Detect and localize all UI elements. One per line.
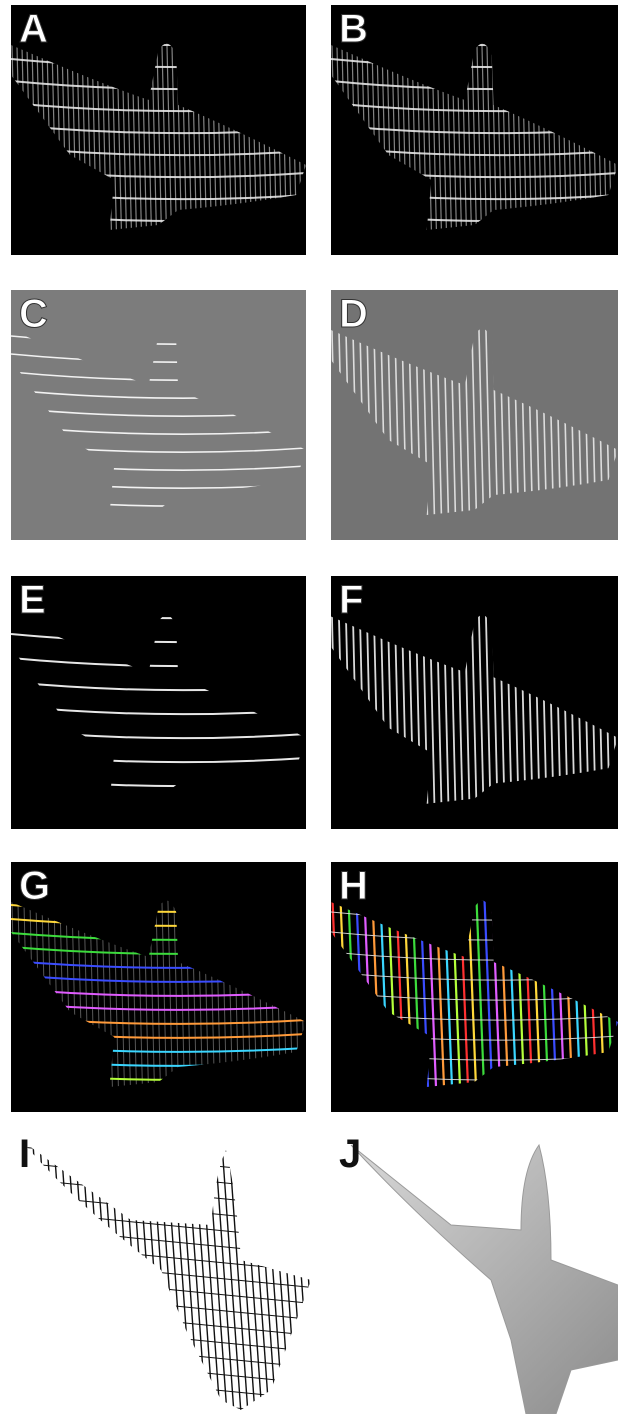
panel-label-e: E: [19, 578, 47, 622]
panel-d-graphic: [331, 328, 618, 515]
panel-a-graphic: [11, 43, 306, 230]
panel-label-b: B: [339, 7, 369, 51]
panel-f-vertical-lines: F: [331, 576, 618, 829]
panel-label-g: G: [18, 864, 51, 908]
panel-j-graphic: [350, 1143, 618, 1414]
vertical-fringes: [331, 43, 618, 230]
panel-a-fringe-image: A: [11, 5, 306, 255]
panel-g-graphic: [11, 900, 306, 1087]
panel-d-vertical-filtered: D: [331, 290, 618, 540]
colored-horizontal-lines: [11, 904, 306, 1087]
panel-c-graphic: [11, 335, 306, 507]
panel-label-i: I: [19, 1132, 31, 1176]
panel-label-f: F: [338, 578, 364, 622]
horizontal-fringes: [11, 335, 306, 507]
surface-shape: [350, 1143, 618, 1414]
panel-e-horizontal-lines: E: [11, 576, 306, 829]
panel-i-graphic: [21, 1140, 311, 1410]
panel-label-d: D: [339, 292, 369, 336]
panel-i-wireframe: I: [11, 1130, 318, 1414]
panel-g-colored-horizontal: G: [11, 862, 306, 1112]
panel-h-colored-vertical: H: [331, 862, 618, 1112]
vertical-fringes: [11, 900, 306, 1087]
panel-h-graphic: [331, 900, 618, 1087]
panel-c-horizontal-filtered: C: [11, 290, 306, 540]
vertical-fringes: [11, 43, 306, 230]
panel-b-graphic: [331, 43, 618, 230]
panel-b-fringe-image: B: [331, 5, 618, 255]
wireframe-mesh: [21, 1140, 311, 1410]
panel-e-graphic: [11, 615, 306, 804]
panel-label-h: H: [339, 864, 369, 908]
panel-j-surface-render: J: [331, 1130, 618, 1414]
colored-vertical-lines: [331, 900, 618, 1087]
horizontal-lines: [11, 615, 306, 804]
panel-label-a: A: [19, 7, 49, 51]
panel-label-c: C: [19, 292, 49, 336]
vertical-fringes: [331, 328, 618, 515]
vertical-lines: [331, 615, 618, 804]
panel-label-j: J: [339, 1132, 362, 1176]
panel-f-graphic: [331, 615, 618, 804]
